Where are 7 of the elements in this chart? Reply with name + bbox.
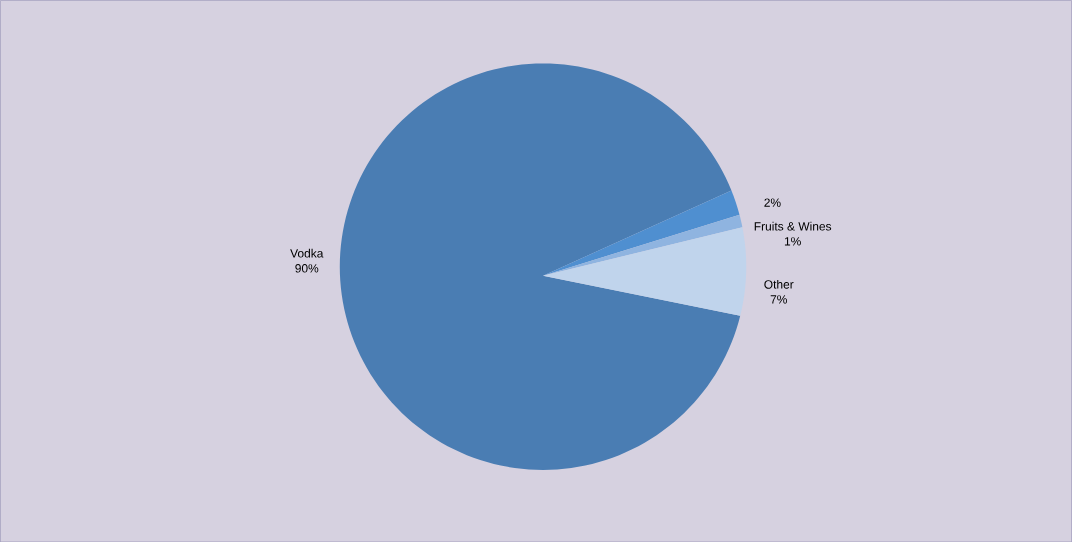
data-label: 7%	[770, 294, 787, 304]
slice-label: Other	[764, 279, 794, 289]
slice-label: Fruits & Wines	[754, 221, 832, 231]
data-label: 2%	[764, 198, 781, 207]
slice-label: Vodka	[290, 248, 324, 258]
data-label: 90%	[295, 263, 319, 273]
data-label: 1%	[784, 236, 801, 246]
